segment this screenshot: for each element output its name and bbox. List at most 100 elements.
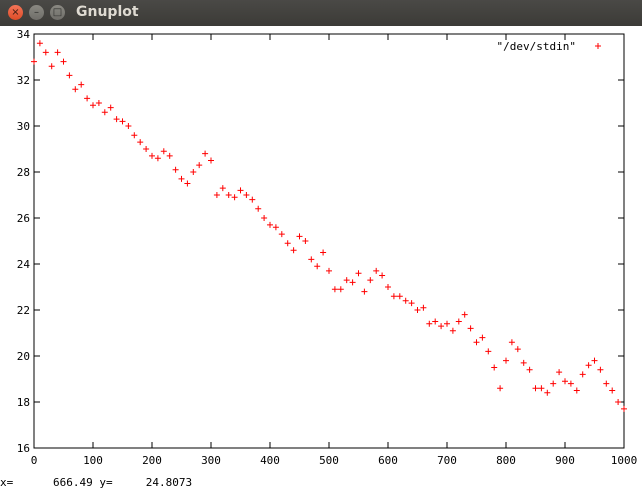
data-point: [550, 380, 557, 387]
close-icon[interactable]: ×: [8, 5, 23, 20]
data-point: [567, 380, 574, 387]
data-point: [107, 104, 114, 111]
data-point: [48, 63, 55, 70]
data-point: [78, 81, 85, 88]
data-point: [449, 327, 456, 334]
data-point: [367, 277, 374, 284]
data-point: [320, 249, 327, 256]
data-point: [438, 323, 445, 330]
data-point: [414, 307, 421, 313]
data-point: [444, 320, 450, 327]
data-point: [231, 194, 238, 201]
data-point: [237, 187, 244, 194]
y-tick-label: 22: [17, 304, 30, 317]
data-point: [190, 169, 197, 175]
data-point: [585, 362, 592, 369]
data-point: [479, 334, 486, 341]
y-tick-label: 26: [17, 212, 30, 225]
data-point: [66, 72, 73, 79]
data-point: [508, 339, 515, 346]
data-point: [390, 293, 397, 300]
x-tick-label: 1000: [611, 454, 638, 467]
data-point: [137, 139, 144, 146]
data-point: [131, 132, 138, 139]
data-point: [172, 166, 179, 173]
data-point: [302, 238, 309, 244]
y-tick-label: 20: [17, 350, 30, 363]
data-point: [113, 116, 120, 123]
data-point: [355, 270, 362, 277]
window-titlebar: × – □ Gnuplot: [0, 0, 642, 26]
y-tick-label: 30: [17, 120, 30, 133]
x-tick-label: 500: [319, 454, 339, 467]
data-point: [326, 267, 332, 274]
data-point: [272, 224, 279, 231]
data-point: [166, 152, 173, 159]
data-point: [249, 196, 256, 203]
y-tick-label: 16: [17, 442, 30, 455]
data-point: [160, 148, 167, 155]
data-point: [497, 385, 504, 392]
data-point: [609, 387, 616, 394]
data-point: [202, 150, 209, 157]
data-point: [520, 359, 527, 366]
legend-label: "/dev/stdin": [497, 40, 576, 53]
data-point: [532, 385, 539, 392]
data-point: [420, 304, 427, 311]
data-point: [196, 162, 203, 169]
data-point: [591, 357, 598, 364]
data-point: [526, 366, 533, 373]
y-tick-label: 28: [17, 166, 30, 179]
status-y-value: 24.8073: [145, 476, 193, 489]
data-point: [296, 233, 303, 240]
data-point: [491, 364, 498, 371]
data-point: [603, 380, 610, 387]
data-point: [562, 378, 568, 385]
data-point: [514, 346, 521, 353]
minimize-icon[interactable]: –: [29, 5, 44, 20]
data-point: [385, 284, 391, 290]
y-tick-label: 18: [17, 396, 30, 409]
data-point: [208, 157, 214, 164]
data-point: [615, 399, 622, 405]
data-point: [396, 293, 403, 300]
data-point: [36, 40, 43, 47]
x-tick-label: 900: [555, 454, 575, 467]
data-point: [597, 366, 604, 373]
data-point: [308, 256, 315, 263]
x-tick-label: 800: [496, 454, 516, 467]
data-point: [314, 263, 321, 270]
status-x-value: 666.49: [53, 476, 93, 489]
data-point: [60, 58, 67, 65]
data-point: [243, 192, 250, 198]
data-point: [225, 192, 232, 198]
data-point: [556, 369, 563, 376]
data-point: [573, 387, 580, 394]
plot-canvas[interactable]: 0 100 200 300 400 500 600 700 800 900 1000 16 18 20 22…: [0, 26, 642, 476]
x-tick-label: 100: [83, 454, 103, 467]
data-point: [485, 348, 492, 355]
status-x-label: x=: [0, 476, 14, 489]
data-point: [538, 385, 545, 392]
x-tick-label: 400: [260, 454, 280, 467]
data-point: [119, 118, 126, 125]
data-point: [402, 297, 409, 304]
maximize-icon[interactable]: □: [50, 5, 65, 20]
data-point: [284, 240, 291, 247]
data-point: [255, 205, 262, 212]
data-point: [42, 49, 49, 56]
data-point: [343, 277, 350, 284]
data-point: [290, 247, 297, 254]
data-point: [101, 109, 108, 116]
data-point: [261, 215, 268, 221]
y-tick-label: 24: [17, 258, 31, 271]
data-point: [178, 175, 185, 182]
window-title: Gnuplot: [76, 4, 139, 20]
data-point: [503, 357, 509, 364]
y-tick-label: 34: [17, 28, 31, 41]
data-point: [544, 389, 551, 396]
data-point: [125, 123, 132, 129]
data-point: [143, 146, 150, 152]
x-tick-label: 700: [437, 454, 457, 467]
data-point: [149, 152, 155, 159]
